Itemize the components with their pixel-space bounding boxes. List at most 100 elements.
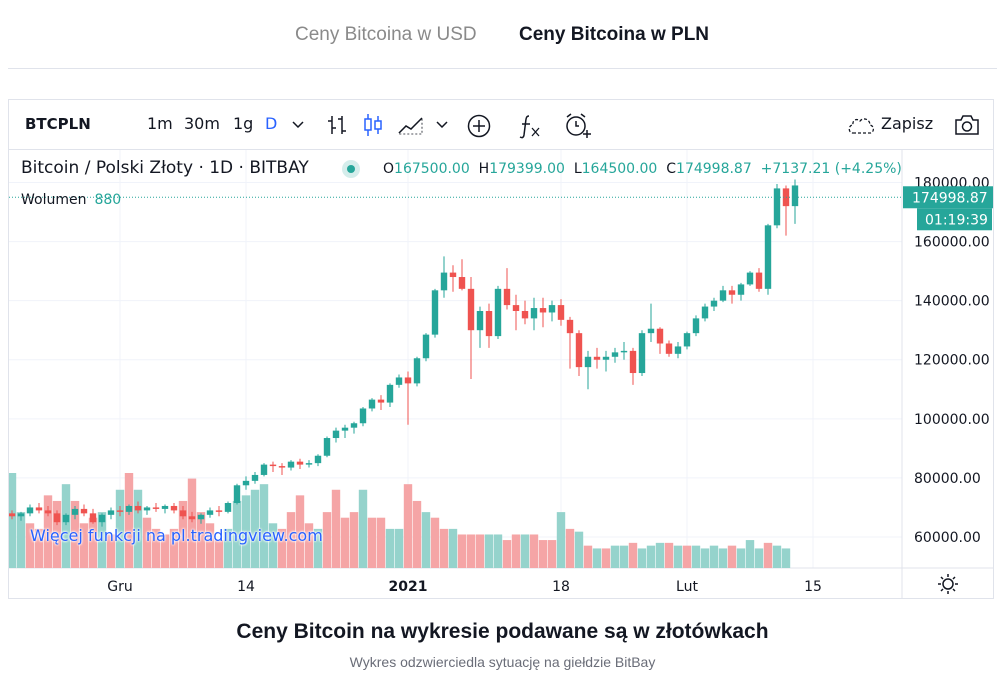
volume-bar xyxy=(691,545,701,568)
candle-body xyxy=(278,466,286,468)
candles-style-icon[interactable] xyxy=(361,112,385,138)
volume-bar xyxy=(223,528,233,568)
candle-body xyxy=(557,305,565,320)
volume-bar xyxy=(25,523,35,568)
candle-body xyxy=(719,290,727,301)
volume-bar xyxy=(97,512,107,568)
volume-bar xyxy=(718,548,728,568)
volume-bar xyxy=(205,523,215,568)
volume-bar xyxy=(160,534,170,568)
candle-body xyxy=(692,318,700,334)
high-label: H xyxy=(478,161,490,177)
volume-bar xyxy=(448,528,458,568)
volume-bar xyxy=(727,545,737,568)
x-tick-label: 18 xyxy=(552,579,570,595)
volume-bar xyxy=(115,489,125,568)
candle-body xyxy=(323,438,331,456)
tab-usd[interactable]: Ceny Bitcoina w USD xyxy=(295,24,477,45)
candle-body xyxy=(251,474,259,481)
volume-bar xyxy=(646,545,656,568)
candle-body xyxy=(665,343,673,354)
candle-body xyxy=(170,505,178,511)
market-status-dot xyxy=(342,160,360,178)
interval-d-button[interactable]: D xyxy=(265,114,278,133)
candle-body xyxy=(9,513,16,517)
candle-body xyxy=(683,333,691,347)
volume-bar xyxy=(439,528,449,568)
interval-1g-button[interactable]: 1g xyxy=(233,114,254,133)
volume-bar xyxy=(340,517,350,568)
area-style-icon[interactable] xyxy=(397,113,425,137)
save-button[interactable]: Zapisz xyxy=(881,114,934,133)
candle-body xyxy=(359,408,367,424)
candle-body xyxy=(431,290,439,335)
candle-body xyxy=(611,352,619,357)
candle-body xyxy=(188,516,196,520)
volume-bar xyxy=(367,517,377,568)
candle-body xyxy=(377,399,385,403)
indicators-fx-icon[interactable] xyxy=(517,112,543,140)
volume-bar xyxy=(313,528,323,568)
candle-body xyxy=(368,399,376,409)
high-value: 179399.00 xyxy=(489,161,565,177)
volume-legend: Wolumen 880 xyxy=(21,192,121,208)
candle-body xyxy=(773,188,781,226)
volume-bar xyxy=(583,545,593,568)
volume-bar xyxy=(151,528,161,568)
volume-bar xyxy=(70,500,80,568)
open-label: O xyxy=(383,161,395,177)
candlestick-chart[interactable]: 60000.00 80000.00 100000.00 120000.00 140000… xyxy=(9,100,993,598)
cloud-save-icon[interactable] xyxy=(845,113,877,137)
candle-body xyxy=(539,308,547,313)
candle-body xyxy=(620,350,628,353)
volume-bar xyxy=(376,517,386,568)
candle-body xyxy=(566,319,574,334)
volume-bar xyxy=(637,548,647,568)
interval-chevron-down-icon[interactable] xyxy=(291,119,305,131)
candle-body xyxy=(791,185,799,207)
y-tick-label: 60000.00 xyxy=(914,530,981,546)
interval-1m-button[interactable]: 1m xyxy=(147,114,173,133)
candle-body xyxy=(440,272,448,291)
x-tick-label: Gru xyxy=(107,579,132,595)
candle-body xyxy=(179,510,187,517)
chart-style-chevron-down-icon[interactable] xyxy=(435,119,449,131)
bars-style-icon[interactable] xyxy=(325,113,349,137)
volume-bar xyxy=(547,540,557,568)
candle-body xyxy=(728,290,736,295)
volume-bar xyxy=(358,489,368,568)
x-tick-label: Lut xyxy=(676,579,698,595)
candle-body xyxy=(395,377,403,385)
settings-gear-icon[interactable] xyxy=(938,574,958,594)
camera-snapshot-icon[interactable] xyxy=(953,112,981,138)
volume-bar xyxy=(178,500,188,568)
volume-bar xyxy=(682,545,692,568)
candle-body xyxy=(215,510,223,512)
candle-body xyxy=(467,288,475,331)
volume-bar xyxy=(574,531,584,568)
candle-body xyxy=(89,513,97,523)
candle-body xyxy=(161,505,169,509)
volume-bar xyxy=(106,534,116,568)
candle-body xyxy=(674,346,682,354)
volume-bar xyxy=(277,528,287,568)
volume-bar xyxy=(169,528,179,568)
volume-bar xyxy=(349,512,359,568)
add-indicator-plus-icon[interactable] xyxy=(466,113,492,139)
candle-body xyxy=(143,507,151,511)
volume-bar xyxy=(241,495,251,568)
candle-body xyxy=(449,272,457,278)
volume-bar xyxy=(511,534,521,568)
candle-body xyxy=(314,455,322,464)
alert-clock-icon[interactable] xyxy=(563,111,593,139)
tab-pln[interactable]: Ceny Bitcoina w PLN xyxy=(519,24,710,45)
volume-bar xyxy=(88,517,98,568)
candle-body xyxy=(116,510,124,512)
volume-bar xyxy=(412,500,422,568)
volume-bar xyxy=(9,473,17,568)
interval-30m-button[interactable]: 30m xyxy=(184,114,220,133)
tradingview-watermark-link[interactable]: Więcej funkcji na pl.tradingview.com xyxy=(30,526,323,545)
volume-bar xyxy=(196,512,206,568)
volume-bar xyxy=(133,489,143,568)
symbol-search-button[interactable]: BTCPLN xyxy=(25,115,91,133)
